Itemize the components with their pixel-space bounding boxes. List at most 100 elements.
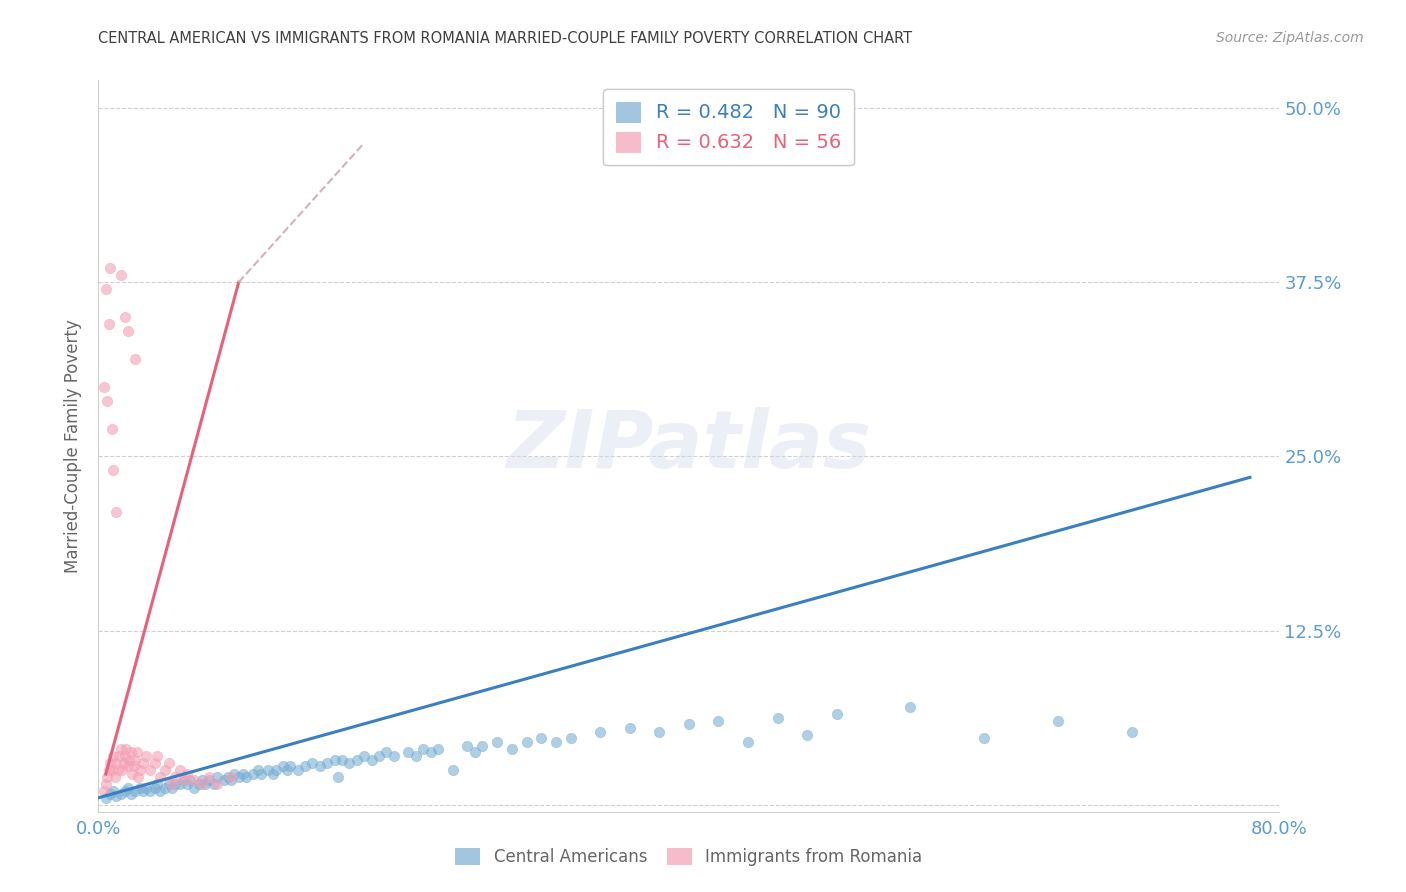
Point [301, 756, 323, 770]
Point [412, 742, 434, 756]
Point [98, 261, 121, 276]
Point [183, 780, 205, 795]
Point [153, 780, 176, 795]
Point [169, 777, 191, 791]
Point [98, 787, 121, 801]
Point [316, 756, 339, 770]
Point [309, 758, 332, 772]
Point [250, 767, 273, 781]
Point [124, 784, 146, 798]
Point [100, 763, 122, 777]
Point [94, 282, 117, 296]
Point [117, 780, 139, 795]
Point [219, 770, 242, 784]
Point [118, 753, 141, 767]
Point [120, 745, 142, 759]
Point [294, 758, 316, 772]
Point [105, 505, 128, 519]
Legend: R = 0.482   N = 90, R = 0.632   N = 56: R = 0.482 N = 90, R = 0.632 N = 56 [603, 89, 853, 165]
Point [149, 784, 172, 798]
Point [179, 772, 201, 787]
Point [176, 777, 198, 791]
Point [143, 780, 166, 795]
Point [271, 758, 294, 772]
Point [560, 731, 582, 745]
Point [678, 717, 700, 731]
Point [205, 777, 228, 791]
Point [202, 777, 225, 791]
Point [93, 784, 115, 798]
Point [162, 780, 183, 795]
Point [648, 725, 671, 739]
Point [707, 714, 730, 728]
Point [169, 763, 191, 777]
Point [262, 767, 284, 781]
Point [157, 777, 180, 791]
Point [219, 772, 242, 787]
Point [127, 770, 149, 784]
Point [737, 735, 759, 749]
Point [257, 763, 280, 777]
Point [405, 749, 427, 764]
Point [766, 711, 789, 725]
Point [191, 772, 214, 787]
Point [107, 763, 129, 777]
Point [132, 784, 155, 798]
Point [486, 735, 509, 749]
Point [98, 756, 121, 770]
Point [93, 380, 115, 394]
Point [198, 770, 221, 784]
Text: CENTRAL AMERICAN VS IMMIGRANTS FROM ROMANIA MARRIED-COUPLE FAMILY POVERTY CORREL: CENTRAL AMERICAN VS IMMIGRANTS FROM ROMA… [98, 31, 912, 46]
Point [135, 780, 157, 795]
Point [110, 268, 132, 283]
Point [111, 763, 134, 777]
Text: Source: ZipAtlas.com: Source: ZipAtlas.com [1216, 31, 1364, 45]
Point [242, 767, 264, 781]
Point [176, 767, 198, 781]
Point [96, 770, 118, 784]
Point [235, 770, 257, 784]
Point [114, 310, 136, 325]
Point [132, 756, 155, 770]
Point [103, 784, 125, 798]
Point [198, 772, 221, 787]
Point [96, 393, 118, 408]
Point [173, 772, 195, 787]
Point [97, 317, 120, 331]
Point [114, 784, 136, 798]
Point [264, 763, 287, 777]
Point [120, 787, 142, 801]
Point [228, 770, 250, 784]
Point [105, 789, 128, 804]
Point [246, 763, 269, 777]
Point [125, 745, 148, 759]
Point [143, 756, 166, 770]
Point [1046, 714, 1069, 728]
Point [212, 772, 235, 787]
Point [224, 767, 246, 781]
Point [501, 742, 523, 756]
Point [146, 749, 169, 764]
Point [110, 742, 132, 756]
Point [471, 739, 494, 754]
Point [900, 700, 922, 714]
Point [276, 763, 298, 777]
Point [114, 749, 136, 764]
Point [217, 770, 239, 784]
Point [117, 324, 139, 338]
Legend: Central Americans, Immigrants from Romania: Central Americans, Immigrants from Roman… [447, 840, 931, 875]
Point [105, 756, 128, 770]
Point [153, 763, 176, 777]
Point [124, 351, 146, 366]
Point [103, 463, 125, 477]
Point [330, 753, 353, 767]
Point [100, 421, 122, 435]
Point [162, 777, 183, 791]
Point [135, 749, 157, 764]
Point [165, 777, 187, 791]
Point [323, 753, 346, 767]
Point [173, 772, 195, 787]
Point [973, 731, 995, 745]
Point [796, 728, 818, 742]
Point [149, 770, 172, 784]
